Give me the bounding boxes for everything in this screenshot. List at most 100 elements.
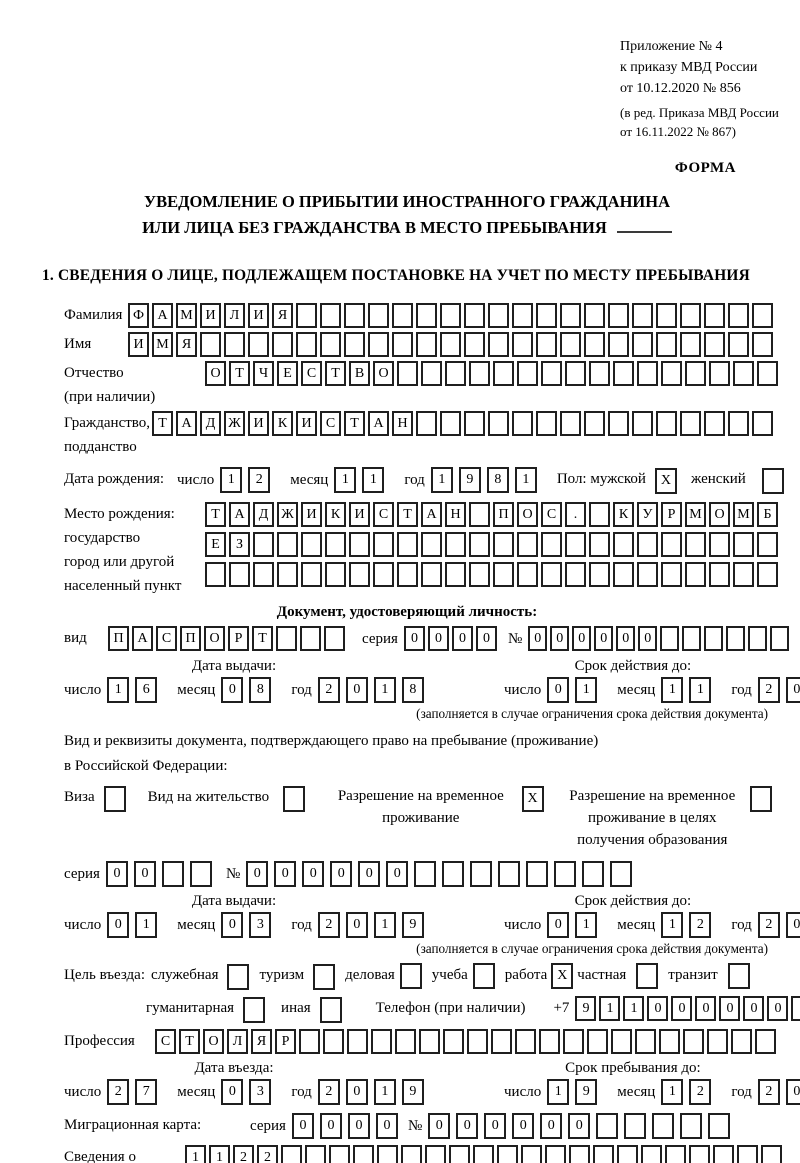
purpose-transit-checkbox[interactable] <box>727 963 750 990</box>
char-box[interactable] <box>728 411 749 437</box>
char-box[interactable] <box>325 562 346 588</box>
char-box[interactable] <box>344 332 365 358</box>
char-box[interactable]: Т <box>397 502 418 528</box>
char-box[interactable] <box>704 303 725 329</box>
char-box[interactable]: К <box>272 411 293 437</box>
char-box[interactable]: 0 <box>291 1113 314 1140</box>
char-box[interactable]: 1 <box>661 1079 684 1106</box>
char-box[interactable]: Я <box>251 1029 272 1055</box>
char-box[interactable] <box>445 532 466 558</box>
char-box[interactable]: Л <box>224 303 245 329</box>
char-box[interactable]: А <box>368 411 389 437</box>
char-box[interactable] <box>320 332 341 358</box>
char-box[interactable]: 2 <box>233 1145 254 1163</box>
char-box[interactable]: . <box>565 502 586 528</box>
char-box[interactable] <box>512 411 533 437</box>
char-box[interactable] <box>704 626 724 652</box>
char-box[interactable] <box>541 532 562 558</box>
char-box[interactable] <box>560 332 581 358</box>
char-box[interactable] <box>421 532 442 558</box>
char-box[interactable] <box>512 332 533 358</box>
char-box[interactable] <box>464 303 485 329</box>
sex-male-checkbox[interactable]: X <box>654 468 677 495</box>
char-box[interactable] <box>611 1029 632 1055</box>
char-box[interactable] <box>560 303 581 329</box>
char-box[interactable]: М <box>176 303 197 329</box>
char-box[interactable] <box>728 332 749 358</box>
char-box[interactable] <box>470 861 493 888</box>
char-box[interactable] <box>449 1145 470 1163</box>
char-box[interactable]: 0 <box>572 626 592 652</box>
char-box[interactable] <box>680 411 701 437</box>
char-box[interactable]: Т <box>152 411 173 437</box>
char-box[interactable]: 0 <box>428 1113 451 1140</box>
char-box[interactable] <box>539 1029 560 1055</box>
char-box[interactable]: Т <box>179 1029 200 1055</box>
char-box[interactable] <box>589 532 610 558</box>
char-box[interactable]: 0 <box>767 996 789 1022</box>
char-box[interactable]: Т <box>252 626 273 652</box>
char-box[interactable] <box>161 861 184 888</box>
char-box[interactable]: 0 <box>347 1113 370 1140</box>
char-box[interactable] <box>392 332 413 358</box>
char-box[interactable]: 0 <box>484 1113 507 1140</box>
char-box[interactable]: Р <box>228 626 249 652</box>
char-box[interactable] <box>613 532 634 558</box>
char-box[interactable] <box>229 562 250 588</box>
char-box[interactable] <box>589 502 610 528</box>
char-box[interactable]: 2 <box>757 912 780 939</box>
char-box[interactable] <box>469 502 490 528</box>
char-box[interactable] <box>421 562 442 588</box>
char-box[interactable] <box>349 562 370 588</box>
char-box[interactable] <box>709 361 730 387</box>
char-box[interactable] <box>493 361 514 387</box>
char-box[interactable] <box>373 532 394 558</box>
char-box[interactable]: 1 <box>689 677 712 704</box>
char-box[interactable]: 2 <box>757 1079 780 1106</box>
char-box[interactable]: 0 <box>638 626 658 652</box>
char-box[interactable]: 0 <box>386 861 409 888</box>
char-box[interactable] <box>656 332 677 358</box>
char-box[interactable] <box>329 1145 350 1163</box>
char-box[interactable] <box>545 1145 566 1163</box>
char-box[interactable] <box>296 332 317 358</box>
char-box[interactable] <box>473 1145 494 1163</box>
char-box[interactable] <box>440 332 461 358</box>
char-box[interactable] <box>584 303 605 329</box>
char-box[interactable] <box>464 332 485 358</box>
char-box[interactable]: С <box>156 626 177 652</box>
char-box[interactable]: 0 <box>221 677 244 704</box>
char-box[interactable] <box>200 332 221 358</box>
char-box[interactable] <box>757 361 778 387</box>
char-box[interactable]: 2 <box>317 677 340 704</box>
char-box[interactable]: 1 <box>599 996 621 1022</box>
char-box[interactable]: М <box>733 502 754 528</box>
char-box[interactable]: Д <box>200 411 221 437</box>
char-box[interactable]: 9 <box>401 1079 424 1106</box>
char-box[interactable] <box>632 303 653 329</box>
char-box[interactable] <box>565 361 586 387</box>
char-box[interactable]: 2 <box>317 912 340 939</box>
char-box[interactable] <box>491 1029 512 1055</box>
char-box[interactable]: 0 <box>616 626 636 652</box>
char-box[interactable]: П <box>493 502 514 528</box>
char-box[interactable] <box>189 861 212 888</box>
char-box[interactable] <box>752 411 773 437</box>
char-box[interactable] <box>224 332 245 358</box>
char-box[interactable]: С <box>301 361 322 387</box>
char-box[interactable]: 1 <box>373 1079 396 1106</box>
char-box[interactable]: 0 <box>345 677 368 704</box>
char-box[interactable]: 9 <box>401 912 424 939</box>
char-box[interactable] <box>685 361 706 387</box>
char-box[interactable]: О <box>204 626 225 652</box>
char-box[interactable]: О <box>205 361 226 387</box>
char-box[interactable]: И <box>200 303 221 329</box>
char-box[interactable]: И <box>296 411 317 437</box>
char-box[interactable]: 2 <box>107 1079 130 1106</box>
char-box[interactable]: 1 <box>575 912 598 939</box>
char-box[interactable]: С <box>373 502 394 528</box>
char-box[interactable] <box>761 1145 782 1163</box>
char-box[interactable] <box>373 562 394 588</box>
char-box[interactable] <box>323 1029 344 1055</box>
char-box[interactable] <box>731 1029 752 1055</box>
